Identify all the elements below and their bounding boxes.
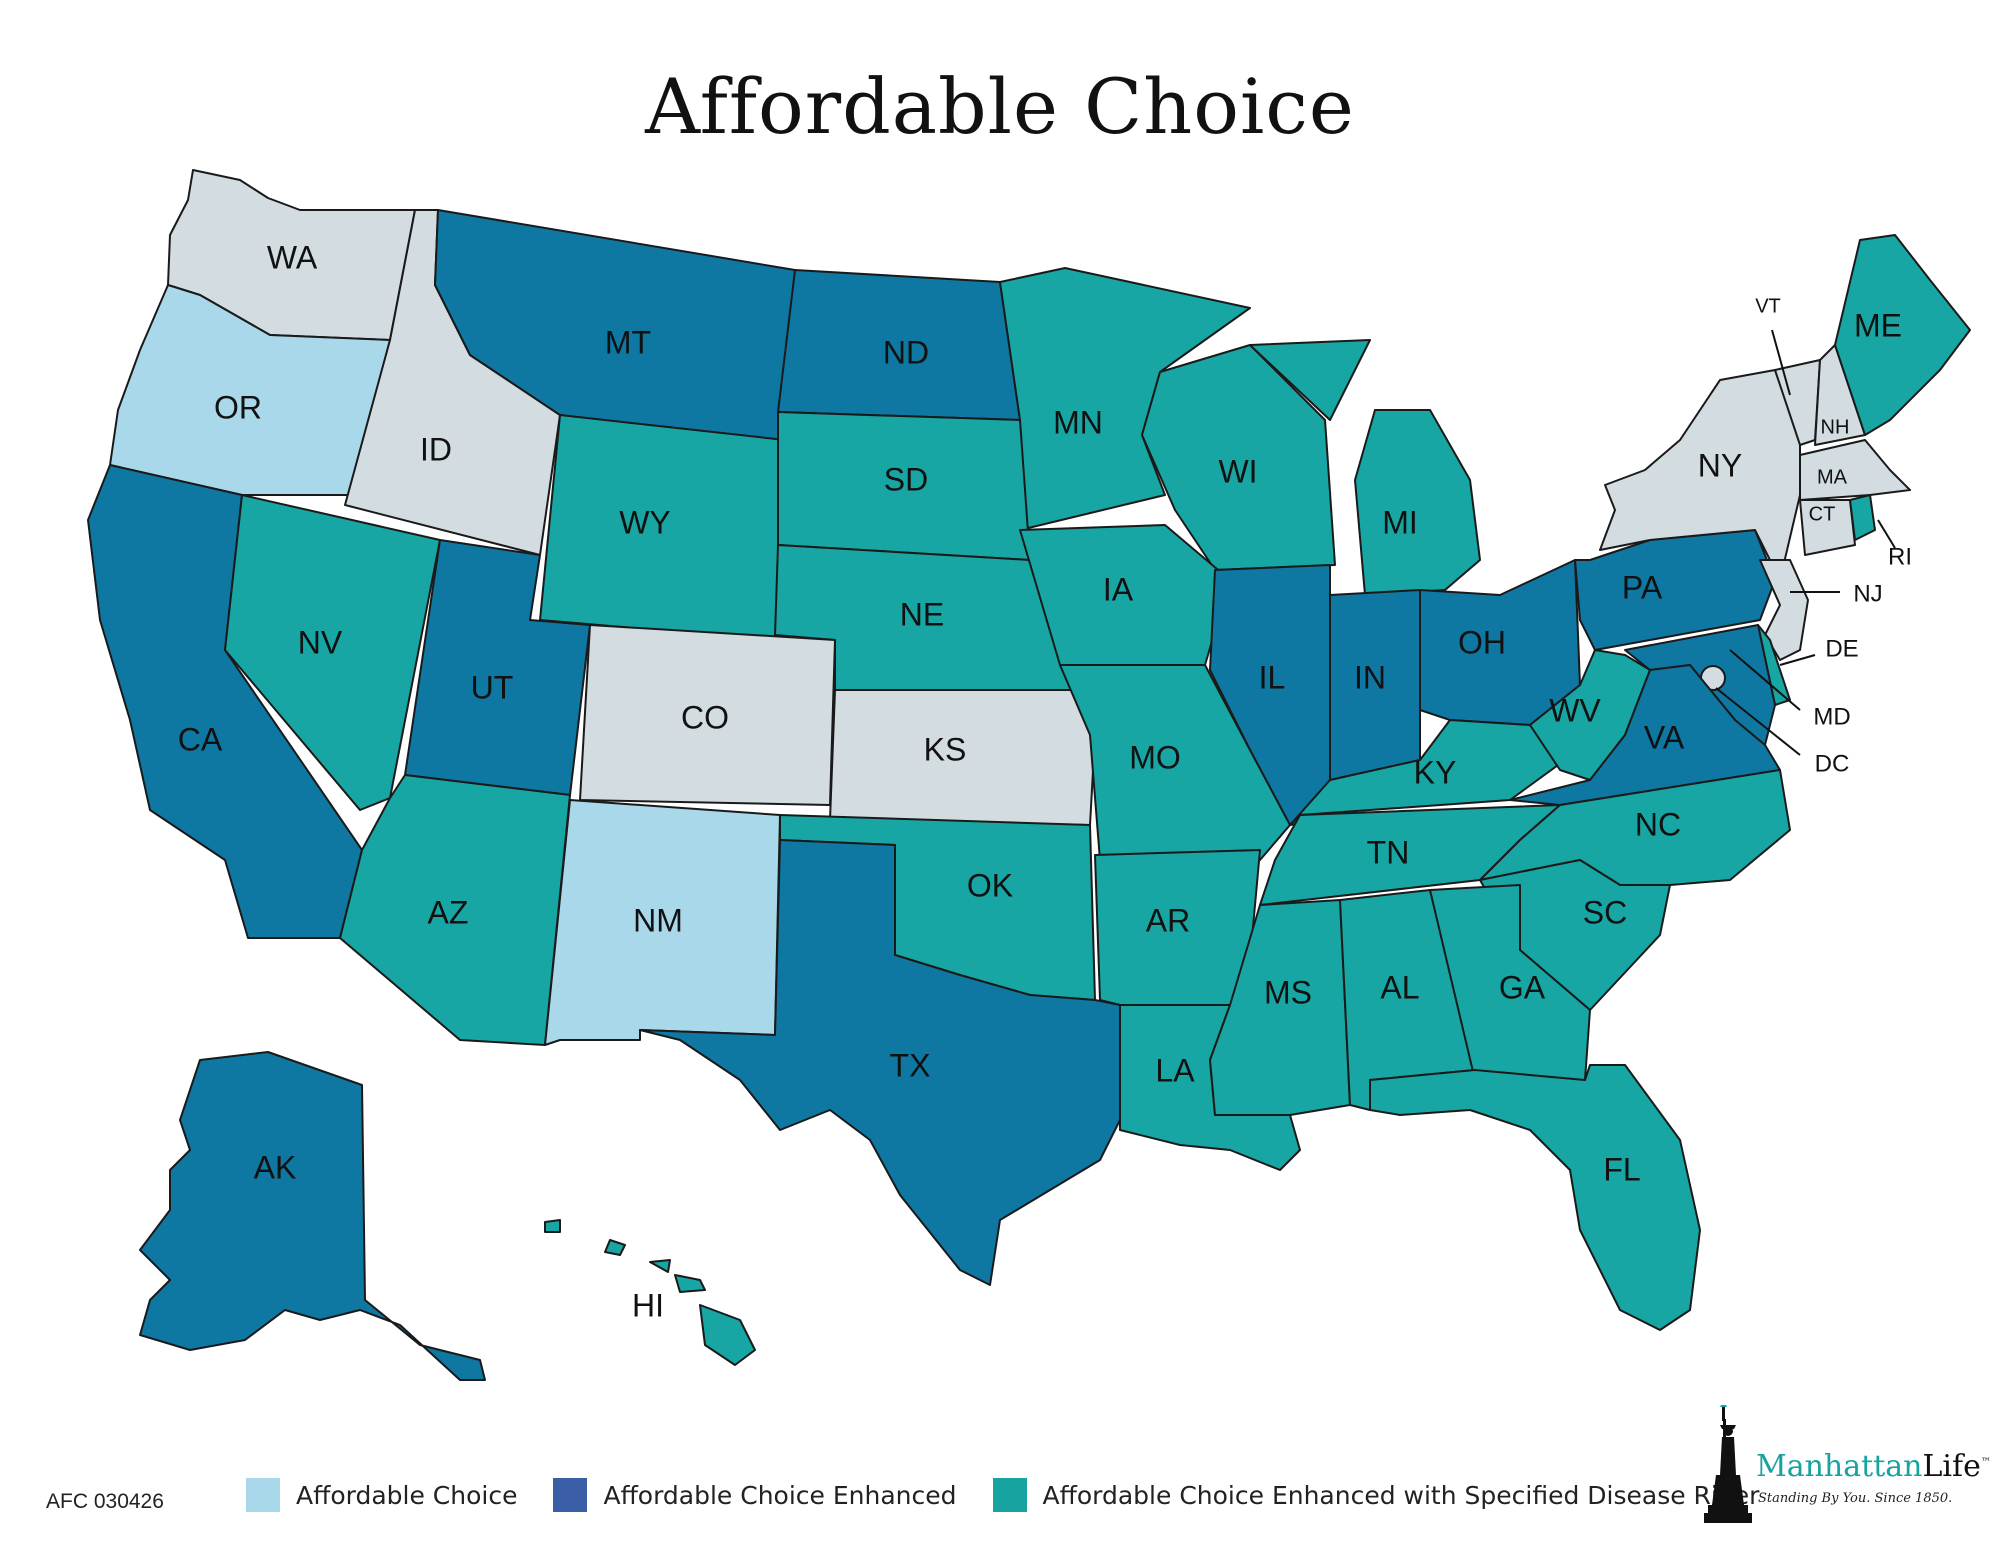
label-ny: NY	[1698, 447, 1742, 483]
legend-item-affordable-choice: Affordable Choice	[246, 1478, 517, 1512]
label-dc: DC	[1815, 750, 1850, 777]
state-ak[interactable]	[139, 1051, 486, 1381]
label-wy: WY	[619, 504, 671, 540]
label-ky: KY	[1414, 754, 1457, 790]
state-ct[interactable]	[1799, 499, 1856, 556]
states-group	[87, 169, 1971, 1381]
label-tx: TX	[890, 1047, 931, 1083]
label-nv: NV	[298, 624, 343, 660]
label-wa: WA	[267, 239, 318, 275]
state-nv[interactable]	[224, 494, 441, 811]
legend-swatch	[992, 1478, 1027, 1512]
legend-item-enhanced: Affordable Choice Enhanced	[553, 1478, 957, 1512]
brand-tagline: Standing By You. Since 1850.	[1758, 1491, 1953, 1506]
label-nd: ND	[883, 334, 929, 370]
state-tx[interactable]	[639, 839, 1121, 1286]
label-pa: PA	[1622, 569, 1663, 605]
label-de: DE	[1825, 635, 1858, 662]
label-la: LA	[1155, 1052, 1195, 1088]
label-nj: NJ	[1853, 580, 1882, 607]
state-labels: WA OR ID MT ND MN WI MI CA NV UT WY SD N…	[178, 239, 1912, 1323]
label-mo: MO	[1129, 739, 1181, 775]
label-ut: UT	[471, 669, 514, 705]
label-sd: SD	[884, 461, 928, 497]
brand-logo: ManhattanLife™ Standing By You. Since 18…	[1700, 1405, 1991, 1525]
label-va: VA	[1644, 719, 1685, 755]
label-ne: NE	[900, 596, 944, 632]
label-ma: MA	[1817, 466, 1848, 488]
label-ca: CA	[178, 721, 223, 757]
label-il: IL	[1259, 659, 1286, 695]
label-oh: OH	[1458, 624, 1506, 660]
state-ks[interactable]	[829, 689, 1096, 826]
leader-vt	[1771, 329, 1791, 396]
brand-trademark: ™	[1980, 1457, 1991, 1468]
statue-of-liberty-icon	[1704, 1405, 1752, 1523]
label-in: IN	[1354, 659, 1386, 695]
label-az: AZ	[428, 894, 469, 930]
state-fl[interactable]	[1369, 1064, 1701, 1331]
brand-name-life: Life	[1922, 1449, 1981, 1484]
label-id: ID	[420, 431, 452, 467]
label-fl: FL	[1603, 1151, 1640, 1187]
leader-md	[1729, 649, 1801, 711]
state-or[interactable]	[109, 284, 391, 496]
brand-name: ManhattanLife™	[1756, 1449, 1991, 1484]
legend-label: Affordable Choice Enhanced	[603, 1480, 957, 1510]
legend-label: Affordable Choice	[296, 1480, 518, 1510]
state-hi[interactable]	[544, 1219, 756, 1366]
state-nj[interactable]	[1759, 559, 1809, 661]
label-mn: MN	[1053, 404, 1103, 440]
legend-item-enhanced-rider: Affordable Choice Enhanced with Specifie…	[992, 1478, 1760, 1512]
map-title: Affordable Choice	[645, 62, 1355, 151]
legend-label: Affordable Choice Enhanced with Specifie…	[1042, 1480, 1760, 1510]
leader-ri	[1877, 519, 1896, 549]
label-ok: OK	[967, 867, 1013, 903]
label-hi: HI	[632, 1287, 664, 1323]
label-vt: VT	[1755, 295, 1781, 317]
label-nc: NC	[1635, 806, 1681, 842]
form-code: AFC 030426	[46, 1490, 164, 1513]
label-mi: MI	[1382, 504, 1418, 540]
label-me: ME	[1854, 307, 1902, 343]
label-ar: AR	[1146, 902, 1190, 938]
leader-de	[1779, 654, 1816, 666]
brand-name-manhattan: Manhattan	[1756, 1449, 1923, 1484]
label-or: OR	[214, 389, 262, 425]
label-al: AL	[1380, 969, 1419, 1005]
leader-dc	[1715, 687, 1801, 756]
label-ga: GA	[1499, 969, 1546, 1005]
legend: Affordable Choice Affordable Choice Enha…	[246, 1478, 1795, 1512]
label-mt: MT	[605, 324, 651, 360]
label-nm: NM	[633, 902, 683, 938]
label-ct: CT	[1809, 503, 1836, 525]
legend-swatch	[246, 1478, 280, 1512]
leader-lines	[1715, 329, 1896, 756]
state-mi[interactable]	[1249, 339, 1481, 596]
label-wv: WV	[1549, 692, 1601, 728]
label-ri: RI	[1888, 543, 1912, 570]
label-ak: AK	[254, 1149, 297, 1185]
label-ks: KS	[924, 731, 967, 767]
label-wi: WI	[1218, 453, 1257, 489]
state-me[interactable]	[1834, 234, 1971, 436]
state-mo[interactable]	[1059, 664, 1291, 861]
state-ri[interactable]	[1849, 494, 1876, 541]
label-ia: IA	[1103, 571, 1134, 607]
label-sc: SC	[1583, 894, 1627, 930]
label-md: MD	[1813, 703, 1850, 730]
label-tn: TN	[1367, 834, 1410, 870]
label-nh: NH	[1821, 416, 1850, 438]
label-co: CO	[681, 699, 729, 735]
legend-swatch	[553, 1478, 588, 1512]
label-ms: MS	[1264, 974, 1312, 1010]
